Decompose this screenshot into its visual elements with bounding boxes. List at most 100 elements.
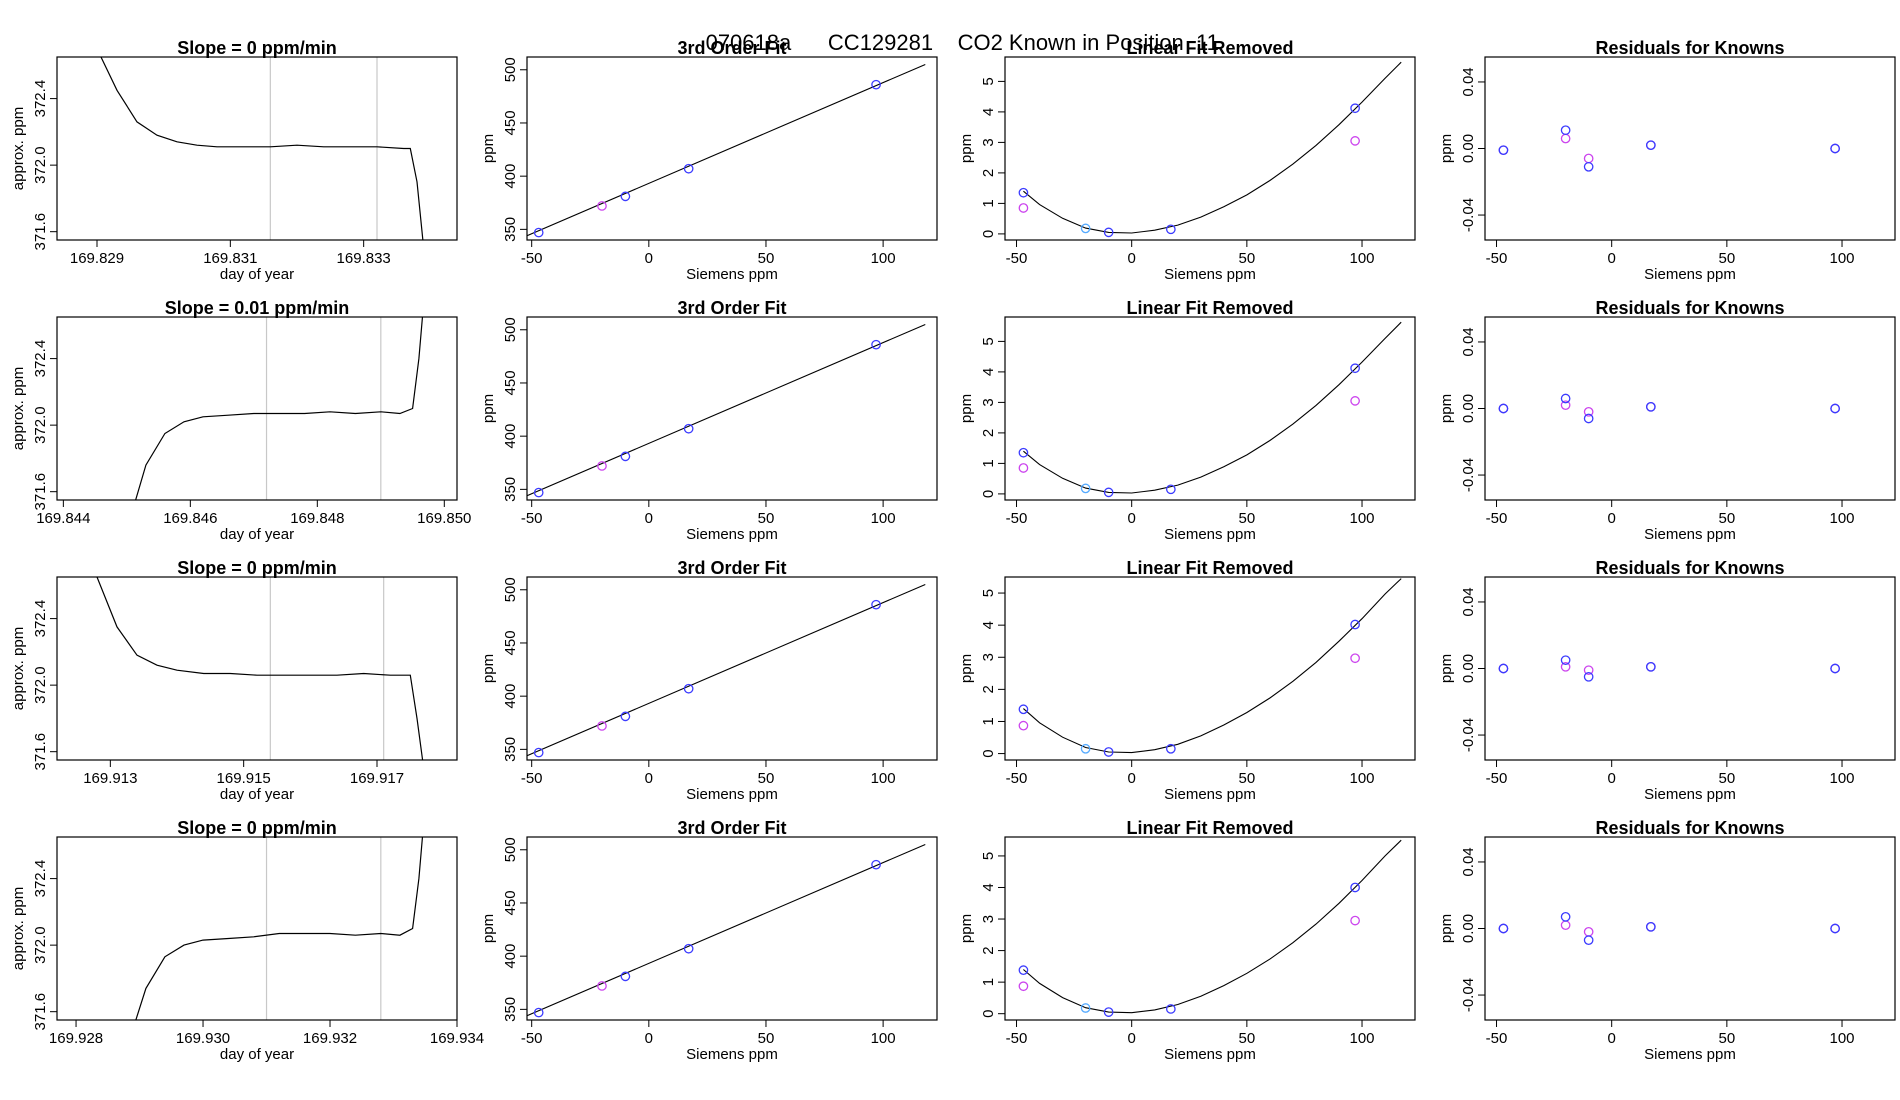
y-tick-label: 500 xyxy=(502,57,519,82)
y-tick-label: 0 xyxy=(980,1010,997,1018)
plot-area xyxy=(527,323,926,498)
y-tick-label: 4 xyxy=(980,883,997,891)
quadratic-fit-curve xyxy=(1023,839,1402,1014)
data-point xyxy=(1645,661,1656,672)
x-tick-label: 0 xyxy=(645,510,653,527)
data-point xyxy=(1165,1004,1176,1014)
plot-frame xyxy=(1004,316,1416,501)
data-trace xyxy=(96,577,424,760)
data-trace xyxy=(100,57,424,240)
x-tick-label: 50 xyxy=(1719,1030,1736,1047)
y-tick-label: 4 xyxy=(980,621,997,629)
x-tick-label: 169.915 xyxy=(217,770,271,787)
panel-title: Slope = 0.01 ppm/min xyxy=(165,298,350,318)
figure-header: 070618a CC129281 CO2 Known in Position 1… xyxy=(0,4,1900,82)
plot-area xyxy=(1498,393,1840,424)
panel-title: Residuals for Knowns xyxy=(1595,38,1784,58)
y-axis-label: approx. ppm xyxy=(10,367,27,450)
data-point xyxy=(620,191,631,202)
data-point xyxy=(1018,447,1029,458)
panel-title: 3rd Order Fit xyxy=(677,38,786,58)
data-point xyxy=(533,487,544,498)
data-point xyxy=(597,721,607,731)
data-point xyxy=(597,981,607,991)
y-tick-label: 372.0 xyxy=(32,146,49,184)
panel-r3-c3: Linear Fit Removed -50 0 50 100 0 1 2 3 4 5 Siemens… xyxy=(958,558,1416,803)
y-tick-label: 0.00 xyxy=(1460,654,1477,683)
y-tick-label: 500 xyxy=(502,837,519,862)
y-tick-label: 1 xyxy=(980,199,997,207)
panel-title: Residuals for Knowns xyxy=(1595,298,1784,318)
x-tick-label: -50 xyxy=(1486,250,1508,267)
data-point xyxy=(871,599,881,610)
x-tick-label: 169.831 xyxy=(203,250,257,267)
description: CO2 Known in Position 11 xyxy=(957,30,1219,55)
x-tick-label: 169.928 xyxy=(49,1030,103,1047)
x-tick-label: 100 xyxy=(1830,250,1855,267)
y-axis-label: ppm xyxy=(480,654,497,683)
plot-frame xyxy=(526,56,938,241)
data-point xyxy=(683,423,694,434)
data-point xyxy=(1583,413,1594,424)
x-tick-label: 0 xyxy=(1128,1030,1136,1047)
y-tick-label: 400 xyxy=(502,684,519,709)
data-point xyxy=(620,451,631,462)
plot-frame xyxy=(526,576,938,761)
panel-title: Residuals for Knowns xyxy=(1595,558,1784,578)
data-point xyxy=(1165,484,1176,495)
plot-area xyxy=(1018,321,1402,498)
y-axis-label: ppm xyxy=(480,134,497,163)
panel-r4-c1: Slope = 0 ppm/min 169.928 169.930 169.932 16… xyxy=(10,818,484,1063)
x-axis-label: Siemens ppm xyxy=(1644,266,1736,283)
y-tick-label: 4 xyxy=(980,368,997,376)
x-tick-label: -50 xyxy=(1006,510,1028,527)
data-point xyxy=(1018,203,1029,213)
data-point xyxy=(1498,663,1509,674)
data-point xyxy=(620,971,631,982)
data-point xyxy=(1018,704,1029,715)
data-point xyxy=(1560,912,1571,922)
x-axis-label: Siemens ppm xyxy=(686,786,778,803)
x-tick-label: -50 xyxy=(1006,770,1028,787)
x-tick-label: -50 xyxy=(1486,1030,1508,1047)
data-point xyxy=(871,339,881,350)
y-axis-label: ppm xyxy=(958,394,975,423)
data-point xyxy=(1560,133,1571,144)
y-tick-label: 2 xyxy=(980,169,997,177)
y-axis-label: ppm xyxy=(958,134,975,163)
x-axis-label: day of year xyxy=(220,266,294,283)
plot-area xyxy=(1018,578,1402,757)
panel-title: Residuals for Knowns xyxy=(1595,818,1784,838)
plot-frame xyxy=(1004,836,1416,1021)
x-tick-label: -50 xyxy=(521,250,543,267)
data-point xyxy=(871,79,881,90)
data-point xyxy=(1560,125,1571,136)
panel-title: 3rd Order Fit xyxy=(677,298,786,318)
x-tick-label: -50 xyxy=(1486,510,1508,527)
x-tick-label: 169.850 xyxy=(417,510,471,527)
panel-r1-c1: Slope = 0 ppm/min 169.829 169.831 169.833 37… xyxy=(10,38,458,283)
x-axis-label: Siemens ppm xyxy=(1164,266,1256,283)
x-tick-label: 100 xyxy=(1350,1030,1375,1047)
data-point xyxy=(533,227,544,238)
data-point xyxy=(1583,153,1594,164)
data-point xyxy=(683,943,694,954)
panel-title: 3rd Order Fit xyxy=(677,558,786,578)
x-tick-label: 50 xyxy=(1719,250,1736,267)
panel-r2-c3: Linear Fit Removed -50 0 50 100 0 1 2 3 4 5 Siemens… xyxy=(958,298,1416,543)
y-tick-label: 2 xyxy=(980,946,997,954)
y-tick-label: 400 xyxy=(502,944,519,969)
data-point xyxy=(1645,921,1656,932)
x-tick-label: 0 xyxy=(645,250,653,267)
x-tick-label: 50 xyxy=(758,250,775,267)
y-axis-label: ppm xyxy=(958,914,975,943)
x-tick-label: 0 xyxy=(1128,510,1136,527)
panel-r3-c4: Residuals for Knowns -50 0 50 100 -0.04 0.00 0.… xyxy=(1438,558,1896,803)
y-tick-label: 5 xyxy=(980,77,997,85)
y-tick-label: 371.6 xyxy=(32,213,49,251)
y-tick-label: 500 xyxy=(502,317,519,342)
fit-line xyxy=(527,583,926,757)
plot-frame xyxy=(1484,576,1896,761)
y-tick-label: 0.04 xyxy=(1460,847,1477,876)
y-tick-label: 350 xyxy=(502,477,519,502)
